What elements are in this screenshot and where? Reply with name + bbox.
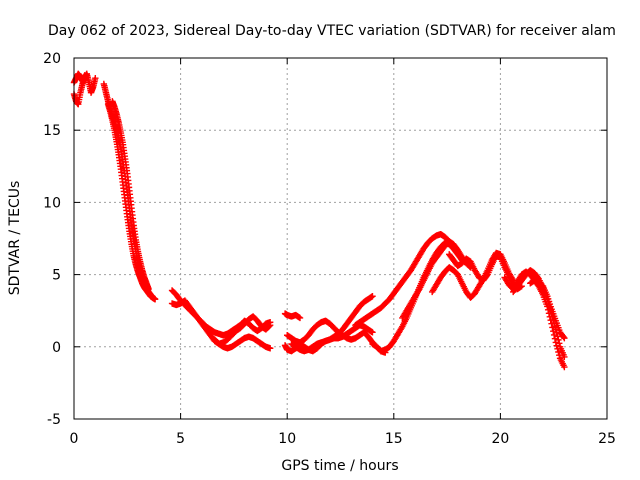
y-tick-label: 0 (52, 340, 61, 356)
data-point (552, 339, 560, 346)
data-point (92, 75, 99, 82)
x-tick-labels: 0 5 10 15 20 25 (70, 431, 616, 447)
x-tick-label: 5 (176, 431, 185, 447)
y-axis-label: SDTVAR / TECUs (7, 181, 23, 296)
data-point (266, 321, 274, 329)
data-point (554, 345, 561, 353)
data-point (561, 334, 568, 342)
data-point (550, 331, 558, 339)
data-point (553, 342, 560, 349)
data-point (151, 295, 159, 303)
y-tick-label: 20 (43, 51, 61, 67)
data-point (551, 335, 559, 342)
data-point (545, 310, 553, 317)
x-tick-label: 0 (70, 431, 79, 447)
x-tick-label: 15 (385, 431, 403, 447)
x-tick-label: 10 (278, 431, 296, 447)
grid (74, 58, 607, 419)
data-point (555, 348, 562, 356)
data-point (548, 320, 555, 327)
y-tick-label: 15 (43, 123, 61, 139)
y-tick-labels: -5 0 5 10 15 20 (43, 51, 61, 428)
axis-ticks (73, 57, 608, 420)
data-point (556, 351, 563, 359)
data-point (544, 303, 551, 310)
data-point (296, 314, 304, 322)
x-axis-label: GPS time / hours (281, 458, 398, 474)
data-point (561, 353, 568, 361)
y-tick-label: 10 (43, 195, 61, 211)
data-point (560, 333, 567, 341)
data-point (550, 328, 557, 335)
plot-frame (73, 57, 608, 420)
x-tick-label: 20 (491, 431, 509, 447)
data-point (266, 322, 273, 330)
data-point (369, 293, 376, 300)
y-tick-label: 5 (52, 268, 61, 284)
data-point (81, 72, 88, 79)
data-point (549, 324, 556, 331)
data-point (544, 306, 552, 314)
x-tick-label: 25 (598, 431, 616, 447)
data-point (561, 363, 568, 371)
chart-title: Day 062 of 2023, Sidereal Day-to-day VTE… (48, 23, 616, 39)
data-point (266, 345, 274, 352)
data-point (546, 313, 554, 320)
data-point (547, 317, 554, 324)
y-tick-label: -5 (47, 412, 61, 428)
data-points (70, 70, 568, 371)
data-point (145, 285, 152, 293)
data-point (369, 329, 376, 336)
